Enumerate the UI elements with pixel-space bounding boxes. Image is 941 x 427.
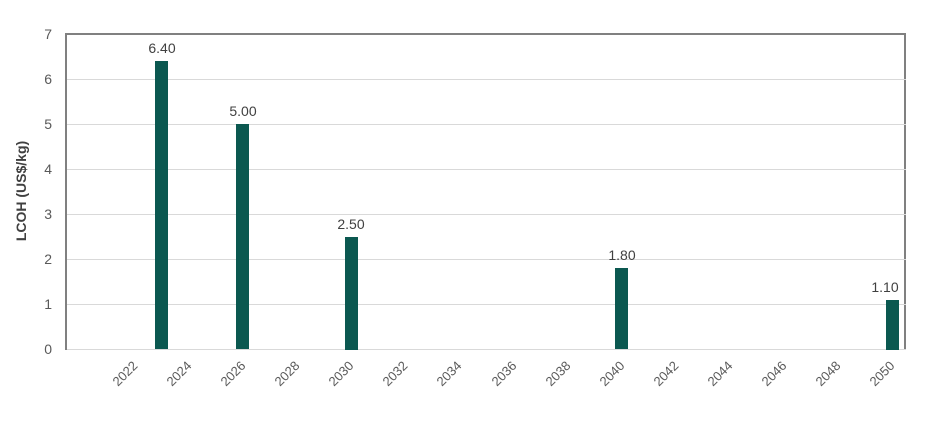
- y-tick-label: 3: [44, 206, 52, 222]
- gridline: [67, 259, 906, 260]
- gridline: [67, 79, 906, 80]
- gridline: [67, 304, 906, 305]
- y-tick-label: 4: [44, 161, 52, 177]
- bar-2040: [615, 268, 628, 349]
- y-tick-label: 2: [44, 251, 52, 267]
- gridline: [67, 169, 906, 170]
- x-axis-baseline: [67, 349, 906, 350]
- y-tick-label: 1: [44, 296, 52, 312]
- y-tick-label: 7: [44, 26, 52, 42]
- y-tick-label: 0: [44, 341, 52, 357]
- gridline: [67, 214, 906, 215]
- bar-2050: [886, 300, 899, 350]
- bar-2023: [155, 61, 168, 349]
- data-label-2023: 6.40: [148, 40, 176, 56]
- y-tick-label: 5: [44, 116, 52, 132]
- data-label-2050: 1.10: [871, 279, 899, 295]
- bar-2030: [345, 237, 358, 350]
- y-axis-title: LCOH (US$/kg): [13, 140, 29, 242]
- data-label-2030: 2.50: [337, 216, 365, 232]
- y-tick-label: 6: [44, 71, 52, 87]
- bar-2026: [236, 124, 249, 349]
- plot-area-border: [65, 33, 906, 350]
- data-label-2026: 5.00: [229, 103, 257, 119]
- data-label-2040: 1.80: [608, 247, 636, 263]
- gridline: [67, 124, 906, 125]
